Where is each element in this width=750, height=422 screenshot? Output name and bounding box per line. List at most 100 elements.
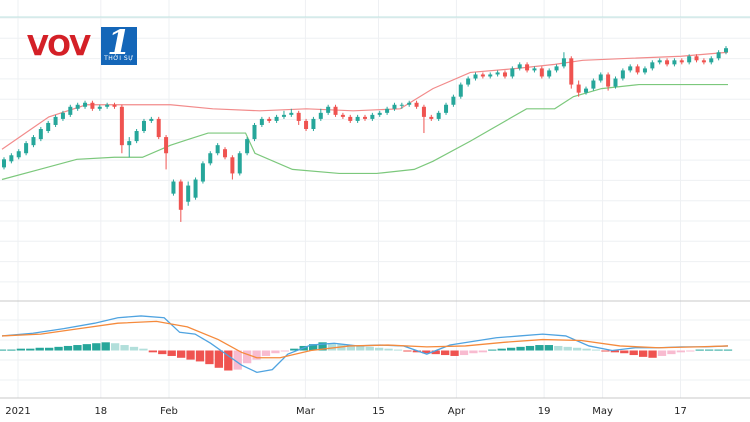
candle-body bbox=[193, 179, 198, 198]
candle-body bbox=[134, 131, 139, 142]
candle-body bbox=[90, 102, 95, 109]
histogram-bar bbox=[318, 342, 327, 351]
candle-body bbox=[267, 118, 272, 121]
histogram-bar bbox=[667, 350, 676, 355]
histogram-bar bbox=[158, 350, 167, 355]
candle-body bbox=[392, 104, 397, 109]
histogram-bar bbox=[601, 350, 610, 352]
histogram-bar bbox=[214, 350, 224, 368]
histogram-bar bbox=[459, 350, 469, 356]
candle-body bbox=[650, 62, 655, 69]
histogram-bar bbox=[714, 349, 723, 351]
candle-body bbox=[16, 151, 21, 158]
histogram-bar bbox=[695, 349, 704, 351]
upper-band bbox=[1, 51, 729, 150]
candle-body bbox=[414, 102, 419, 107]
candle-body bbox=[318, 112, 323, 119]
histogram-bar bbox=[129, 346, 139, 351]
histogram-bar bbox=[723, 349, 733, 351]
candle-body bbox=[429, 116, 434, 119]
logo-channel-number: 1 bbox=[107, 23, 131, 63]
candle-body bbox=[709, 58, 714, 63]
candle-body bbox=[517, 64, 522, 69]
histogram-bar bbox=[82, 344, 92, 351]
histogram-bar bbox=[35, 347, 44, 351]
candle-body bbox=[156, 118, 161, 138]
histogram-bar bbox=[44, 347, 54, 351]
histogram-bar bbox=[704, 349, 714, 351]
candle-body bbox=[46, 122, 51, 132]
histogram-bar bbox=[101, 342, 110, 351]
histogram-bar bbox=[63, 345, 73, 351]
candle-body bbox=[311, 118, 316, 129]
candle-body bbox=[24, 143, 29, 154]
histogram-bar bbox=[73, 345, 82, 351]
candle-body bbox=[598, 74, 603, 81]
histogram-bar bbox=[422, 350, 431, 354]
candle-body bbox=[340, 114, 345, 117]
candle-body bbox=[75, 104, 80, 109]
candle-body bbox=[259, 118, 264, 125]
histogram-bar bbox=[224, 350, 233, 371]
candle-body bbox=[480, 74, 485, 77]
candle-body bbox=[466, 78, 471, 85]
histogram-bar bbox=[54, 346, 63, 351]
candle-body bbox=[642, 68, 647, 73]
candle-body bbox=[31, 137, 36, 146]
histogram-bar bbox=[686, 350, 695, 352]
candle-body bbox=[2, 159, 6, 168]
histogram-bar bbox=[195, 350, 205, 362]
lower-band bbox=[1, 83, 728, 181]
histogram-bar bbox=[488, 349, 497, 351]
candle-body bbox=[97, 106, 102, 109]
candle-body bbox=[473, 74, 478, 79]
candles bbox=[2, 46, 728, 222]
x-tick-label: 19 bbox=[538, 406, 551, 417]
candle-body bbox=[304, 120, 309, 129]
candle-body bbox=[186, 185, 191, 202]
histogram-bar bbox=[591, 349, 601, 351]
histogram-bar bbox=[186, 350, 195, 360]
candle-body bbox=[561, 58, 566, 67]
candle-body bbox=[200, 163, 205, 182]
logo-channel-box: 1 THỜI SỰ bbox=[101, 23, 137, 65]
candle-body bbox=[436, 112, 441, 119]
histogram-bar bbox=[648, 350, 657, 358]
candle-body bbox=[370, 114, 375, 119]
candle-body bbox=[363, 116, 367, 119]
histogram-bar bbox=[327, 343, 337, 351]
histogram-bar bbox=[497, 348, 506, 351]
candle-body bbox=[245, 139, 250, 154]
histogram-bar bbox=[252, 350, 261, 360]
candle-body bbox=[584, 88, 589, 93]
candle-body bbox=[724, 48, 728, 53]
histogram-bar bbox=[544, 345, 554, 351]
histogram-bar bbox=[554, 345, 563, 351]
histogram-bar bbox=[92, 343, 101, 351]
x-tick-label: 18 bbox=[94, 406, 107, 417]
candle-body bbox=[289, 112, 294, 115]
macd-line bbox=[1, 315, 729, 374]
candle-body bbox=[657, 60, 662, 63]
histogram-bar bbox=[384, 348, 393, 351]
candle-body bbox=[355, 116, 360, 121]
histogram-bar bbox=[563, 346, 572, 351]
vov-logo: VOV 1 THỜI SỰ bbox=[27, 23, 137, 67]
candle-body bbox=[83, 102, 88, 107]
candle-body bbox=[694, 56, 699, 61]
grid bbox=[0, 0, 750, 398]
x-tick-label: 15 bbox=[372, 406, 385, 417]
candle-body bbox=[38, 129, 43, 140]
x-tick-label: Apr bbox=[448, 406, 466, 417]
histogram-bar bbox=[403, 350, 412, 352]
histogram-bar bbox=[610, 350, 620, 353]
candle-body bbox=[252, 124, 257, 140]
candle-body bbox=[613, 78, 618, 87]
candle-body bbox=[149, 118, 154, 121]
candle-body bbox=[223, 149, 228, 158]
candle-body bbox=[237, 153, 242, 174]
histogram-bar bbox=[620, 350, 629, 354]
histogram-bar bbox=[120, 345, 129, 351]
histogram-bar bbox=[374, 347, 384, 351]
candle-body bbox=[230, 157, 235, 174]
